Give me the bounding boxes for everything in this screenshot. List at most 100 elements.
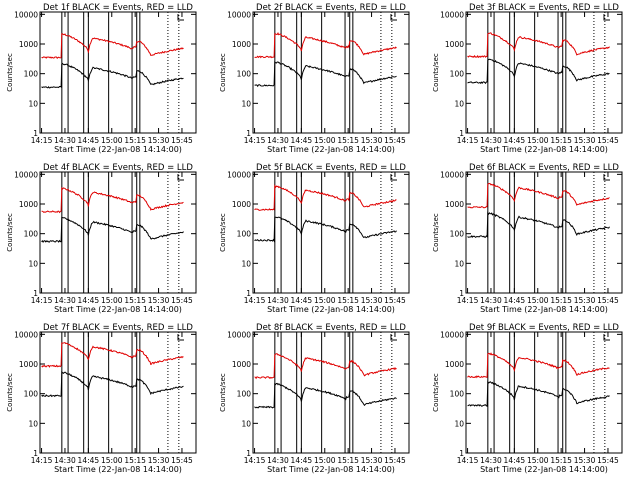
x-tick-label: 14:15 (244, 136, 266, 145)
corner-marker (603, 174, 610, 181)
panel-5: Det 5f BLACK = Events, RED = LLD 1 10 100 10… (219, 163, 410, 314)
x-tick-label: 15:00 (101, 296, 123, 305)
x-tick-label: 14:15 (457, 136, 479, 145)
y-tick-label: 1 (33, 449, 38, 458)
x-axis-label: Start Time (22-Jan-08 14:14:00) (54, 145, 182, 154)
x-tick-label: 14:15 (244, 296, 266, 305)
x-tick-label: 14:30 (480, 456, 502, 465)
y-tick-label: 1000 (232, 40, 251, 49)
y-tick-label: 1 (246, 449, 251, 458)
y-axis-label: Counts/sec (6, 53, 14, 92)
x-tick-label: 14:45 (78, 456, 100, 465)
y-axis-label: Counts/sec (432, 373, 440, 412)
lld-series-line (467, 352, 610, 379)
events-series-line (467, 211, 610, 239)
x-tick-label: 14:15 (31, 456, 53, 465)
x-tick-label: 15:45 (597, 136, 619, 145)
y-tick-label: 1000 (445, 360, 464, 369)
panel-3: Det 3f BLACK = Events, RED = LLD 1 10 100 10… (432, 3, 623, 154)
panel-title: Det 2f BLACK = Events, RED = LLD (256, 3, 406, 13)
y-tick-label: 1000 (445, 40, 464, 49)
lld-series-line (254, 353, 397, 380)
plot-frame (465, 331, 623, 454)
x-tick-label: 14:30 (54, 456, 76, 465)
x-tick-label: 14:15 (244, 456, 266, 465)
y-tick-label: 10000 (227, 10, 251, 19)
y-tick-label: 100 (237, 230, 252, 239)
lld-series-line (41, 342, 184, 368)
panel-title: Det 6f BLACK = Events, RED = LLD (469, 163, 619, 173)
x-tick-label: 15:45 (171, 296, 193, 305)
y-tick-label: 100 (450, 390, 465, 399)
y-axis-label: Counts/sec (432, 53, 440, 92)
x-tick-label: 15:45 (171, 136, 193, 145)
y-axis-label: Counts/sec (219, 213, 227, 252)
corner-marker (177, 334, 184, 341)
y-axis-label: Counts/sec (432, 213, 440, 252)
events-series-line (254, 216, 397, 243)
x-tick-label: 14:30 (54, 296, 76, 305)
lld-series-line (254, 31, 397, 59)
x-axis-label: Start Time (22-Jan-08 14:14:00) (267, 145, 395, 154)
plot-frame (252, 331, 410, 454)
events-series-line (41, 216, 184, 244)
x-tick-label: 14:45 (291, 296, 313, 305)
corner-marker (177, 174, 184, 181)
y-tick-label: 10 (241, 419, 251, 428)
x-tick-label: 14:15 (31, 296, 53, 305)
y-axis-label: Counts/sec (219, 373, 227, 412)
x-tick-label: 15:45 (384, 296, 406, 305)
corner-marker (603, 14, 610, 21)
y-tick-label: 1000 (232, 200, 251, 209)
x-tick-label: 15:00 (314, 296, 336, 305)
panel-8: Det 8f BLACK = Events, RED = LLD 1 10 100 10… (219, 323, 410, 474)
y-tick-label: 10000 (14, 330, 38, 339)
y-tick-label: 1000 (19, 360, 38, 369)
events-series-line (467, 380, 610, 407)
y-tick-label: 10 (454, 259, 464, 268)
x-tick-label: 14:30 (267, 296, 289, 305)
x-axis-label: Start Time (22-Jan-08 14:14:00) (267, 305, 395, 314)
y-tick-label: 10000 (14, 10, 38, 19)
panel-title: Det 8f BLACK = Events, RED = LLD (256, 323, 406, 333)
plot-frame (39, 171, 197, 294)
y-tick-label: 10 (241, 99, 251, 108)
x-tick-label: 15:30 (361, 136, 383, 145)
x-tick-label: 14:15 (31, 136, 53, 145)
x-tick-label: 15:00 (314, 136, 336, 145)
x-tick-label: 15:00 (527, 136, 549, 145)
x-tick-label: 14:30 (480, 296, 502, 305)
y-tick-label: 1 (246, 289, 251, 298)
x-tick-label: 14:45 (78, 136, 100, 145)
x-tick-label: 14:15 (457, 296, 479, 305)
y-tick-label: 1000 (19, 200, 38, 209)
x-tick-label: 15:15 (550, 296, 572, 305)
panel-title: Det 3f BLACK = Events, RED = LLD (469, 3, 619, 13)
y-tick-label: 10 (28, 259, 38, 268)
x-tick-label: 15:30 (361, 296, 383, 305)
panel-9: Det 9f BLACK = Events, RED = LLD 1 10 100 10… (432, 323, 623, 474)
y-tick-label: 1 (33, 129, 38, 138)
x-tick-label: 14:30 (54, 136, 76, 145)
y-tick-label: 10 (28, 99, 38, 108)
panel-1: Det 1f BLACK = Events, RED = LLD 1 10 100 10… (6, 3, 197, 154)
x-tick-label: 15:00 (527, 456, 549, 465)
x-tick-label: 15:30 (148, 296, 170, 305)
x-axis-label: Start Time (22-Jan-08 14:14:00) (480, 305, 608, 314)
panel-title: Det 7f BLACK = Events, RED = LLD (43, 323, 193, 333)
y-tick-label: 1 (459, 129, 464, 138)
y-tick-label: 100 (237, 390, 252, 399)
lld-series-line (467, 32, 610, 59)
x-tick-label: 14:30 (267, 136, 289, 145)
y-tick-label: 1 (33, 289, 38, 298)
y-tick-label: 1 (459, 289, 464, 298)
plot-frame (465, 11, 623, 134)
y-tick-label: 100 (450, 230, 465, 239)
x-tick-label: 14:30 (267, 456, 289, 465)
x-tick-label: 15:45 (384, 456, 406, 465)
x-tick-label: 14:45 (291, 456, 313, 465)
x-axis-label: Start Time (22-Jan-08 14:14:00) (267, 465, 395, 474)
x-tick-label: 14:15 (457, 456, 479, 465)
x-tick-label: 15:15 (550, 456, 572, 465)
corner-marker (177, 14, 184, 21)
